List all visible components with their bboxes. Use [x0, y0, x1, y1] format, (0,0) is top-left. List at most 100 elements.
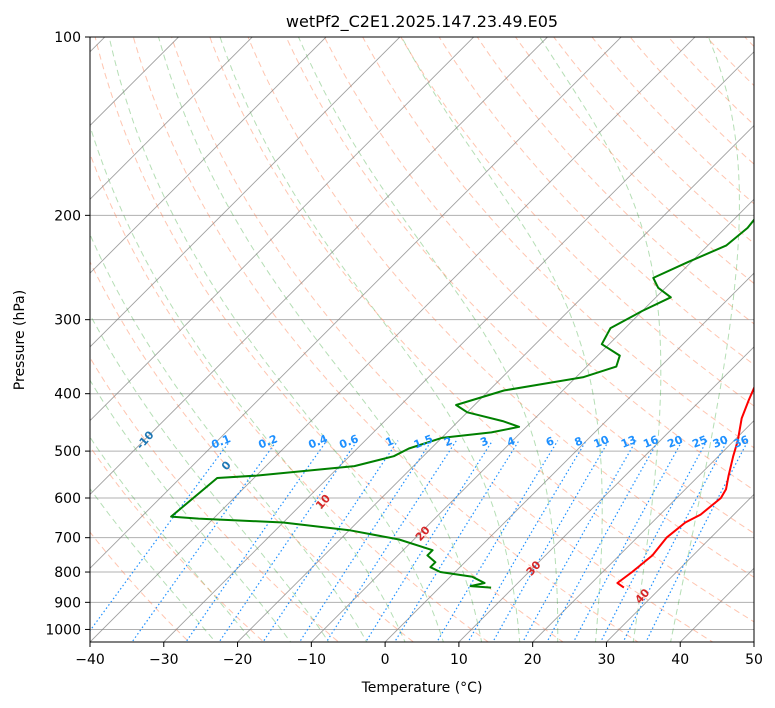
isotherm-line: [384, 272, 754, 642]
dry-adiabat-line: [90, 445, 265, 642]
mixing-ratio-label: 10: [592, 433, 611, 451]
mixing-ratio-line: [298, 440, 433, 642]
isotherm-line: [90, 37, 327, 274]
y-tick-label: 1000: [45, 622, 81, 638]
mixing-ratio-line: [492, 440, 610, 642]
x-tick-label: −10: [297, 652, 327, 668]
mixing-ratio-label: 20: [666, 433, 685, 451]
dry-adiabat-line: [591, 37, 754, 205]
mixing-ratio-line: [645, 440, 749, 642]
mixing-ratio-label: 0.2: [257, 432, 280, 451]
chart-title: wetPf2_C2E1.2025.147.23.49.E05: [286, 12, 558, 32]
dry-adiabat-line: [90, 356, 340, 642]
temperature-line: [616, 385, 754, 589]
dry-adiabat-line: [132, 37, 639, 642]
mixing-ratio-line: [436, 440, 559, 642]
moist-adiabat-line: [108, 37, 444, 642]
mixing-ratio-label: 6: [544, 434, 556, 449]
isotherm-line: [532, 419, 754, 642]
dry-adiabat-line: [667, 37, 754, 126]
mixing-ratio-line: [90, 440, 231, 632]
isotherm-line: [90, 37, 549, 496]
moist-adiabat-line: [90, 379, 292, 642]
dry-adiabat-line: [94, 37, 564, 642]
y-tick-label: 500: [54, 444, 81, 460]
dry-adiabat-line: [362, 37, 754, 449]
y-axis: 100 200 300 400 500 600 700 800 900 1000: [45, 30, 90, 638]
isotherm-line: [236, 124, 754, 642]
y-tick-label: 700: [54, 531, 81, 547]
isotherm-line: [310, 198, 754, 642]
isotherm-line: [90, 37, 475, 422]
dry-adiabat-label: 30: [524, 558, 544, 578]
dry-adiabat-line: [705, 37, 754, 87]
x-tick-label: 40: [671, 652, 689, 668]
x-tick-label: −30: [149, 652, 179, 668]
dry-adiabat-line: [209, 37, 754, 623]
x-axis-label: Temperature (°C): [361, 680, 483, 696]
dry-adiabat-line: [90, 260, 415, 642]
x-tick-label: 20: [524, 652, 542, 668]
mixing-ratio-line: [599, 440, 708, 642]
mixing-ratio-line: [218, 440, 358, 642]
mixing-ratio-label: 1: [384, 434, 396, 449]
isotherm-line: [90, 37, 401, 348]
mixing-ratio-line: [572, 440, 683, 642]
dewpoint-line: [170, 218, 754, 589]
isotherm-line: [90, 37, 622, 569]
moist-adiabats: [90, 37, 740, 642]
mixing-ratio-line: [131, 440, 278, 642]
y-axis-label: Pressure (hPa): [12, 290, 28, 390]
dry-adiabat-label: 20: [413, 523, 433, 543]
moist-adiabat-line: [670, 37, 740, 642]
mixing-ratio-label: 13: [619, 433, 638, 451]
isotherm-line: [0, 10, 58, 654]
dry-adiabat-line: [744, 37, 754, 48]
dry-adiabat-label: -10: [134, 428, 157, 452]
isotherm-line: [458, 346, 754, 642]
dry-adiabat-line: [90, 152, 490, 642]
moist-adiabat-line: [297, 37, 559, 642]
moist-adiabat-line: [90, 313, 330, 642]
y-tick-label: 300: [54, 313, 81, 329]
mixing-ratio-label: 0.1: [210, 432, 233, 451]
moist-adiabat-line: [401, 37, 603, 642]
mixing-ratio-label: 8: [573, 434, 585, 449]
mixing-ratio-label: 0.4: [307, 432, 330, 451]
x-tick-label: 50: [745, 652, 763, 668]
mixing-ratio-label: 30: [711, 433, 730, 451]
x-tick-label: −40: [75, 652, 105, 668]
x-tick-label: −20: [223, 652, 253, 668]
isotherm-line: [605, 493, 754, 642]
mixing-ratio-line: [467, 440, 587, 642]
isopleth-labels: 0.10.20.40.611.52346810131620253036-100-…: [134, 428, 751, 606]
mixing-ratio-line: [622, 440, 728, 642]
x-tick-label: 0: [381, 652, 390, 668]
y-tick-label: 800: [54, 565, 81, 581]
isotherm-line: [679, 567, 754, 642]
y-tick-label: 200: [54, 208, 81, 224]
dry-adiabat-line: [247, 37, 754, 578]
isotherm-line: [163, 51, 754, 642]
x-tick-label: 30: [598, 652, 616, 668]
mixing-ratio-label: 36: [732, 433, 751, 451]
dry-adiabat-line: [323, 37, 754, 491]
y-tick-label: 100: [54, 30, 81, 46]
dry-adiabat-line: [438, 37, 754, 366]
mixing-ratio-label: 3: [478, 434, 490, 449]
skewed-isotherms: [0, 10, 754, 654]
plot-frame: [89, 36, 755, 643]
profiles: [170, 218, 754, 589]
dry-adiabats: [90, 10, 775, 654]
dry-adiabat-label: 10: [313, 492, 333, 512]
y-tick-label: 600: [54, 491, 81, 507]
isotherm-line: [90, 37, 253, 200]
mixing-ratio-line: [185, 440, 328, 642]
dry-adiabat-line: [171, 37, 714, 642]
dry-adiabat-line: [757, 10, 775, 654]
y-tick-label: 400: [54, 387, 81, 403]
moist-adiabat-line: [219, 37, 521, 642]
moist-adiabat-line: [90, 124, 406, 642]
moist-adiabat-line: [90, 487, 217, 642]
